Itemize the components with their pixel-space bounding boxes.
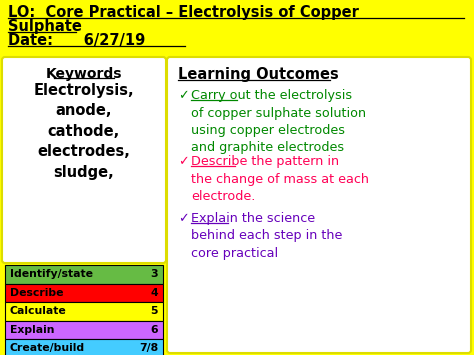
Bar xyxy=(5,265,163,284)
Bar xyxy=(5,339,163,355)
Text: ✓: ✓ xyxy=(178,212,189,225)
Text: ✓: ✓ xyxy=(178,155,189,168)
Text: Electrolysis,
anode,
cathode,
electrodes,
sludge,: Electrolysis, anode, cathode, electrodes… xyxy=(34,83,134,180)
Bar xyxy=(5,284,163,302)
FancyBboxPatch shape xyxy=(167,57,471,353)
Bar xyxy=(5,321,163,339)
Text: ✓: ✓ xyxy=(178,89,189,102)
Text: 5: 5 xyxy=(151,306,158,316)
Text: 7/8: 7/8 xyxy=(139,343,158,353)
Text: Describe: Describe xyxy=(10,288,64,298)
Text: Calculate: Calculate xyxy=(10,306,67,316)
Text: Keywords: Keywords xyxy=(46,67,122,81)
Bar xyxy=(5,302,163,321)
Text: 3: 3 xyxy=(150,269,158,279)
Text: Create/build: Create/build xyxy=(10,343,85,353)
Text: Explain the science
behind each step in the
core practical: Explain the science behind each step in … xyxy=(191,212,342,260)
Text: Date:      6/27/19: Date: 6/27/19 xyxy=(8,33,145,48)
Text: Explain: Explain xyxy=(10,325,55,335)
Text: 4: 4 xyxy=(150,288,158,298)
Text: Sulphate: Sulphate xyxy=(8,19,82,34)
FancyBboxPatch shape xyxy=(2,57,166,263)
Text: Describe the pattern in
the change of mass at each
electrode.: Describe the pattern in the change of ma… xyxy=(191,155,369,203)
Text: LO:  Core Practical – Electrolysis of Copper: LO: Core Practical – Electrolysis of Cop… xyxy=(8,5,359,20)
Text: Identify/state: Identify/state xyxy=(10,269,93,279)
Text: Carry out the electrolysis
of copper sulphate solution
using copper electrodes
a: Carry out the electrolysis of copper sul… xyxy=(191,89,366,154)
Text: Learning Outcomes: Learning Outcomes xyxy=(178,67,339,82)
Text: 6: 6 xyxy=(150,325,158,335)
